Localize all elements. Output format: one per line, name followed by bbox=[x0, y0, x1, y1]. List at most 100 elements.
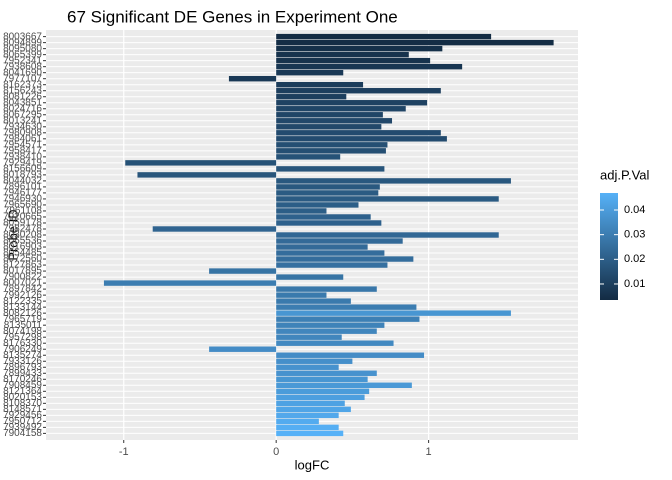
bar bbox=[276, 178, 511, 184]
y-tick-label: 8030208 bbox=[3, 230, 42, 241]
bar bbox=[276, 100, 428, 106]
y-tick-label: 8148571 bbox=[3, 404, 42, 415]
x-tick-label: 0 bbox=[273, 446, 279, 458]
y-tick-label: 7950712 bbox=[3, 416, 42, 427]
y-tick-label: 7965719 bbox=[3, 314, 42, 325]
y-tick-label: 8013241 bbox=[3, 115, 42, 126]
bar bbox=[276, 286, 377, 292]
y-tick-label: 7938608 bbox=[3, 61, 42, 72]
legend-title: adj.P.Val bbox=[600, 167, 650, 182]
y-tick-label: 8018793 bbox=[3, 170, 42, 181]
bar bbox=[276, 412, 339, 419]
y-tick-label: 8054485 bbox=[3, 248, 42, 259]
bar bbox=[276, 154, 341, 160]
y-tick-label: 7961108 bbox=[4, 206, 43, 217]
bar bbox=[276, 148, 386, 154]
y-tick-label: 7977107 bbox=[3, 73, 42, 84]
y-tick-label: 8135011 bbox=[4, 320, 43, 331]
bar bbox=[276, 328, 377, 334]
y-tick-label: 7906249 bbox=[3, 344, 42, 355]
bar bbox=[276, 94, 347, 100]
legend-tick-label: 0.04 bbox=[624, 204, 645, 216]
y-tick-label: 7933126 bbox=[3, 356, 42, 367]
bar bbox=[276, 382, 412, 388]
y-tick-label: 8017895 bbox=[3, 266, 42, 277]
y-tick-label: 8121364 bbox=[3, 386, 42, 397]
bar bbox=[276, 394, 365, 401]
y-tick-label: 7920665 bbox=[3, 212, 42, 223]
y-tick-label: 7897842 bbox=[3, 284, 42, 295]
y-tick-label: 7954571 bbox=[3, 139, 42, 150]
bar bbox=[276, 220, 382, 226]
bar bbox=[276, 316, 420, 322]
bar bbox=[276, 244, 368, 250]
y-tick-label: 7980908 bbox=[3, 127, 42, 138]
bar bbox=[276, 340, 394, 346]
bar bbox=[276, 274, 344, 280]
y-tick-label: 8094899 bbox=[3, 37, 42, 48]
bar bbox=[276, 310, 511, 316]
y-tick-label: 7992126 bbox=[3, 290, 42, 301]
y-tick-label: 8170246 bbox=[3, 374, 42, 385]
bar bbox=[276, 112, 383, 118]
bar bbox=[276, 45, 443, 52]
bar bbox=[276, 208, 327, 214]
bar bbox=[276, 142, 388, 148]
y-tick-label: 7900822 bbox=[3, 272, 42, 283]
bar bbox=[276, 106, 406, 112]
bar bbox=[137, 172, 277, 178]
y-tick-label: 8065399 bbox=[3, 49, 42, 60]
y-tick-label: 8044032 bbox=[3, 176, 42, 187]
bar bbox=[276, 358, 353, 364]
y-tick-label: 7929419 bbox=[3, 157, 42, 168]
y-tick-label: 8065536 bbox=[3, 236, 42, 247]
bar bbox=[276, 298, 351, 304]
y-tick-label: 8162373 bbox=[3, 79, 42, 90]
colorbar bbox=[600, 193, 618, 300]
bar bbox=[276, 33, 492, 40]
bar bbox=[276, 376, 368, 382]
y-tick-label: 7965690 bbox=[3, 200, 42, 211]
bar bbox=[276, 232, 499, 238]
bar bbox=[276, 88, 441, 94]
bar bbox=[276, 304, 417, 310]
bar bbox=[276, 166, 385, 172]
y-tick-label: 7946930 bbox=[3, 194, 42, 205]
y-tick-label: 7938410 bbox=[3, 151, 42, 162]
bar bbox=[276, 214, 371, 220]
bar bbox=[103, 280, 277, 286]
y-tick-label: 7929456 bbox=[3, 410, 42, 421]
bar bbox=[276, 184, 380, 190]
y-tick-label: 8176330 bbox=[3, 338, 42, 349]
y-tick-label: 8127863 bbox=[3, 260, 42, 271]
x-tick-label: -1 bbox=[119, 446, 129, 458]
y-tick-label: 7904158 bbox=[3, 428, 42, 439]
bar bbox=[276, 418, 319, 425]
y-tick-label: 7958417 bbox=[3, 145, 42, 156]
y-tick-label: 8041690 bbox=[3, 67, 42, 78]
x-tick-label: 1 bbox=[426, 446, 432, 458]
bar bbox=[276, 238, 403, 244]
bar bbox=[276, 406, 351, 413]
y-tick-label: 8074198 bbox=[3, 326, 42, 337]
bar bbox=[276, 370, 377, 376]
bar bbox=[276, 292, 327, 298]
bar bbox=[276, 256, 414, 262]
bar bbox=[276, 388, 370, 395]
y-tick-label: 8133144 bbox=[3, 302, 42, 313]
y-tick-label: 7896101 bbox=[3, 182, 42, 193]
bar bbox=[276, 334, 342, 340]
bar bbox=[276, 202, 359, 208]
y-tick-label: 7982478 bbox=[3, 224, 42, 235]
y-tick-label: 7957298 bbox=[3, 332, 42, 343]
bar bbox=[276, 136, 447, 142]
bar bbox=[276, 130, 441, 136]
y-tick-label: 8007021 bbox=[3, 278, 42, 289]
y-tick-label: 7939492 bbox=[3, 422, 42, 433]
bar bbox=[276, 352, 425, 358]
bar bbox=[276, 51, 409, 58]
bar bbox=[152, 226, 277, 232]
bar bbox=[276, 57, 431, 64]
y-tick-label: 8067295 bbox=[3, 109, 42, 120]
